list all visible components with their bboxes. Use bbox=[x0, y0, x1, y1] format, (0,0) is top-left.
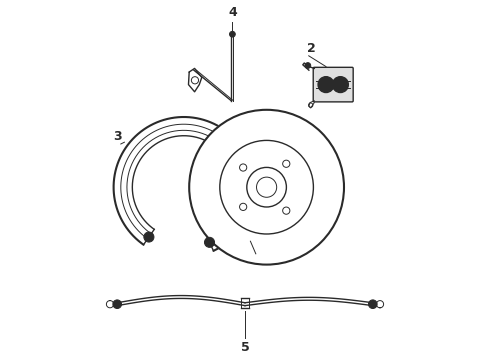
FancyBboxPatch shape bbox=[313, 67, 353, 102]
Text: 3: 3 bbox=[113, 130, 122, 143]
Text: 1: 1 bbox=[239, 244, 247, 257]
Circle shape bbox=[144, 232, 154, 242]
Circle shape bbox=[318, 77, 334, 93]
Text: 2: 2 bbox=[307, 42, 316, 55]
Circle shape bbox=[229, 31, 235, 37]
Circle shape bbox=[333, 77, 348, 93]
Circle shape bbox=[189, 110, 344, 265]
Circle shape bbox=[113, 300, 122, 309]
Circle shape bbox=[305, 63, 311, 68]
Circle shape bbox=[368, 300, 377, 309]
Text: 5: 5 bbox=[241, 341, 249, 354]
Text: 4: 4 bbox=[228, 6, 237, 19]
Circle shape bbox=[204, 237, 215, 247]
